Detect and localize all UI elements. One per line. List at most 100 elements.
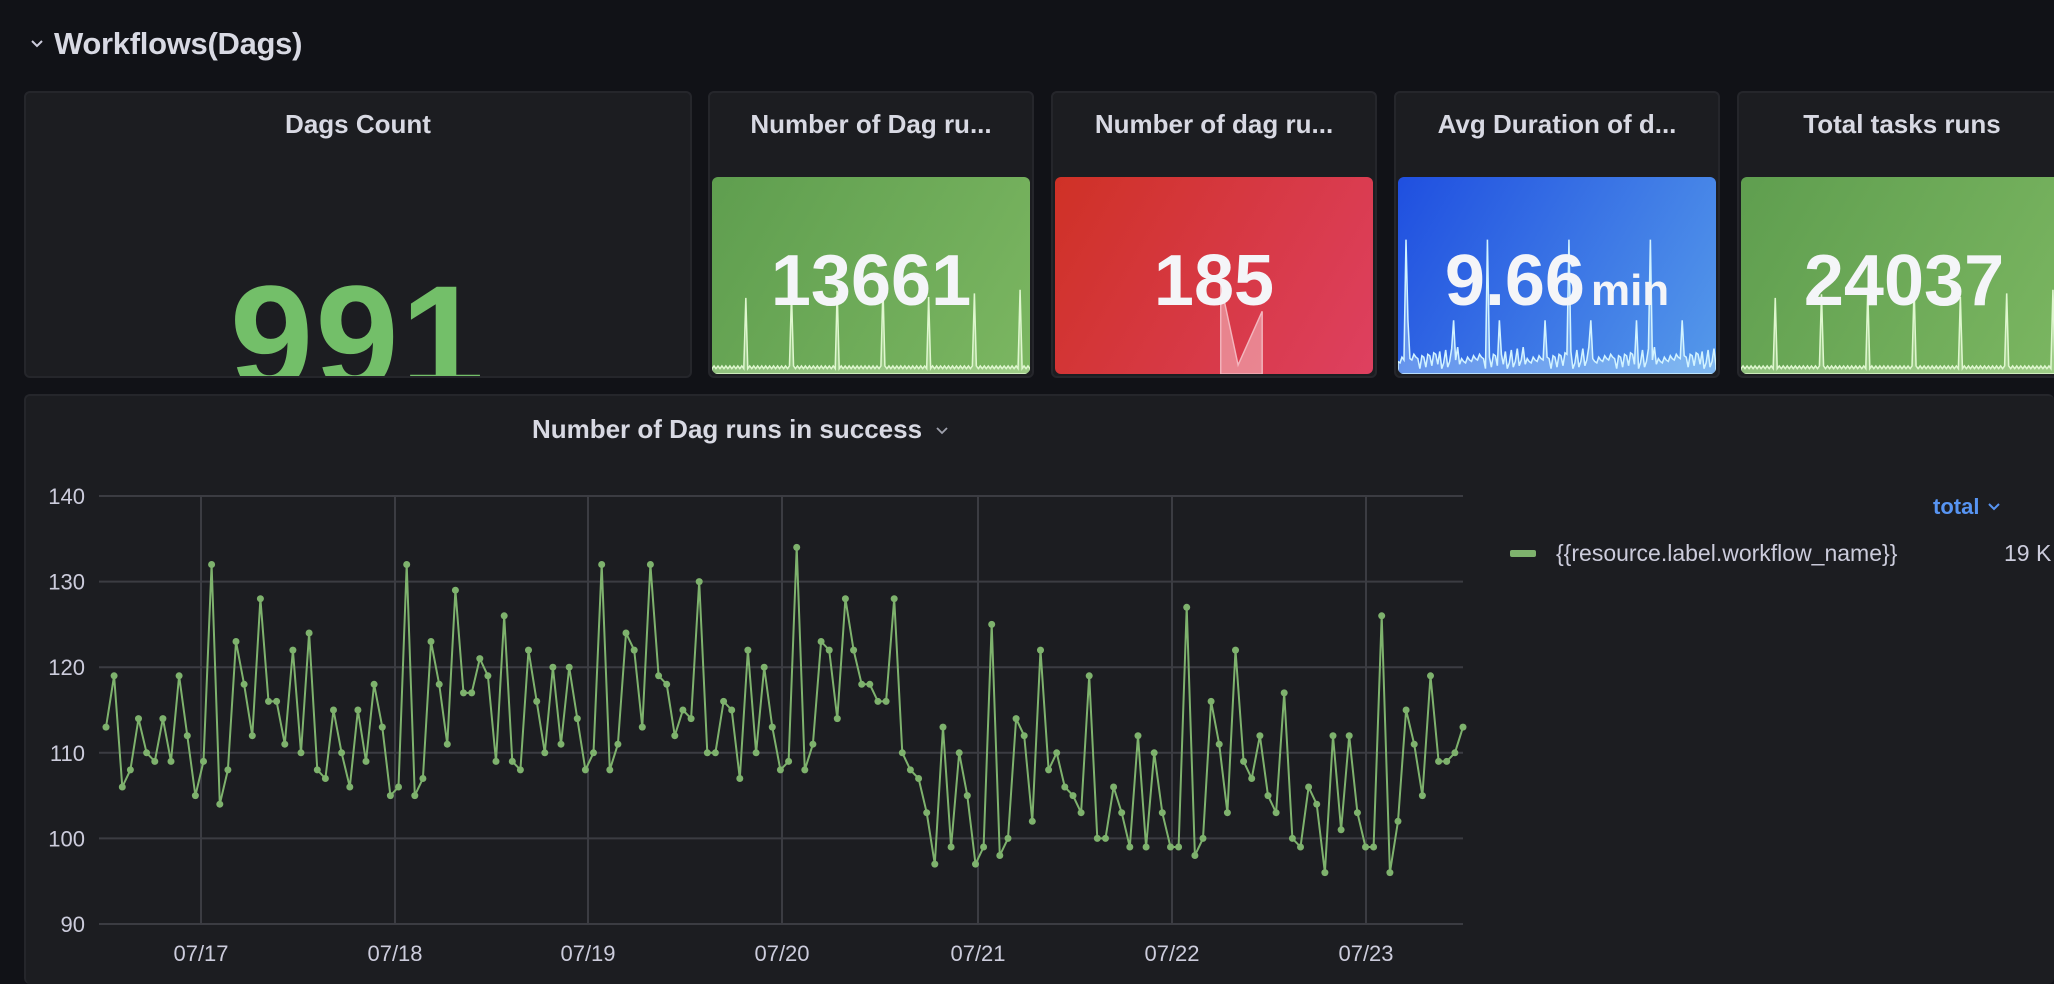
legend-item[interactable]: {{resource.label.workflow_name}} [1510, 540, 1897, 567]
data-point [817, 638, 825, 645]
stat-panel-total-task-runs[interactable]: Total tasks runs 24037 [1737, 91, 2054, 378]
chevron-down-icon[interactable] [28, 35, 46, 53]
data-point [354, 706, 362, 714]
data-point [711, 749, 719, 757]
data-point [419, 775, 427, 782]
data-point [1069, 792, 1077, 800]
panel-title: Total tasks runs [1803, 109, 2001, 139]
y-tick-label: 130 [48, 570, 85, 595]
data-point [403, 561, 411, 568]
data-point [1240, 757, 1248, 765]
data-point [1167, 843, 1174, 851]
data-point [1402, 706, 1410, 714]
data-point [801, 766, 809, 774]
data-point [102, 723, 110, 731]
data-point [573, 715, 581, 723]
data-point [630, 646, 638, 654]
data-point [492, 757, 500, 765]
legend-header: total [1933, 494, 1980, 519]
data-point [1045, 766, 1053, 774]
data-point [1223, 809, 1231, 817]
data-point [1337, 826, 1345, 834]
sparkline-area [1220, 284, 1263, 374]
chart-title[interactable]: Number of Dag runs in success [26, 414, 1456, 445]
data-point [1110, 783, 1118, 791]
data-point [947, 843, 955, 851]
row-title: Workflows(Dags) [54, 26, 303, 61]
data-point [386, 792, 394, 800]
data-point [638, 723, 646, 731]
data-point [1150, 749, 1158, 757]
stat-box: 185 [1055, 177, 1373, 374]
stat-value: 991 [229, 254, 487, 378]
data-point [1459, 723, 1467, 731]
data-point [988, 620, 996, 628]
data-point [687, 715, 695, 723]
data-point [443, 740, 451, 748]
y-tick-label: 110 [50, 741, 85, 766]
panel-title: Number of dag ru... [1094, 109, 1334, 139]
data-point [427, 638, 435, 645]
y-tick-label: 120 [48, 655, 85, 680]
data-point [533, 697, 541, 705]
data-point [1386, 869, 1394, 877]
data-point [1313, 800, 1321, 808]
data-point [313, 766, 321, 774]
data-point [256, 595, 264, 603]
x-tick-label: 07/20 [754, 941, 809, 966]
data-point [265, 697, 272, 705]
data-point [1410, 740, 1418, 748]
data-point [1012, 715, 1020, 723]
data-point [395, 783, 402, 791]
panel-title: Number of Dag ru... [750, 109, 992, 139]
data-point [939, 723, 947, 731]
sparkline-area [1741, 287, 2054, 374]
data-point [151, 757, 159, 765]
data-point [598, 561, 606, 568]
stat-box: 24037 [1741, 177, 2054, 374]
data-point [906, 766, 914, 774]
data-point [208, 561, 216, 568]
stat-panel-dags-count[interactable]: Dags Count 991 [24, 91, 692, 378]
legend-item-total: 19 K [2004, 540, 2052, 566]
data-point [614, 740, 622, 748]
data-point [1061, 783, 1069, 791]
chevron-down-icon[interactable] [934, 423, 950, 439]
data-point [167, 757, 175, 765]
data-point [858, 680, 866, 688]
stat-panel-avg-duration[interactable]: Avg Duration of d... 9.66 min [1394, 91, 1720, 378]
data-point [1353, 809, 1361, 817]
legend-swatch [1510, 550, 1536, 557]
data-point [191, 792, 199, 800]
data-point [565, 663, 573, 671]
data-point [679, 706, 687, 714]
data-point [793, 543, 801, 551]
legend-sort-total[interactable]: total [1933, 494, 2001, 520]
stat-value: 24037 [1741, 245, 2054, 317]
data-point [362, 757, 370, 765]
data-point [1305, 783, 1313, 791]
data-point [923, 809, 931, 817]
data-point [516, 766, 524, 774]
data-point [1362, 843, 1369, 851]
data-point [622, 629, 630, 637]
data-point [915, 775, 923, 782]
y-tick-label: 100 [48, 826, 85, 851]
data-point [1443, 757, 1451, 765]
row-header-workflows[interactable]: Workflows(Dags) [28, 22, 302, 66]
data-point [890, 595, 898, 603]
data-point [1191, 852, 1199, 859]
data-point [476, 655, 484, 663]
y-tick-label: 140 [48, 484, 85, 509]
stat-panel-dag-runs-failed[interactable]: Number of dag ru... 185 [1051, 91, 1377, 378]
timeseries-panel[interactable]: Number of Dag runs in success 90 100 110 12… [24, 394, 2054, 984]
data-point [305, 629, 313, 637]
data-point [1232, 646, 1239, 654]
data-point [541, 749, 549, 757]
data-point [330, 706, 337, 714]
data-point [720, 697, 728, 705]
x-tick-label: 07/22 [1144, 941, 1199, 966]
data-point [825, 646, 833, 654]
x-tick-label: 07/18 [367, 941, 422, 966]
stat-panel-dag-runs-success[interactable]: Number of Dag ru... 13661 [708, 91, 1034, 378]
